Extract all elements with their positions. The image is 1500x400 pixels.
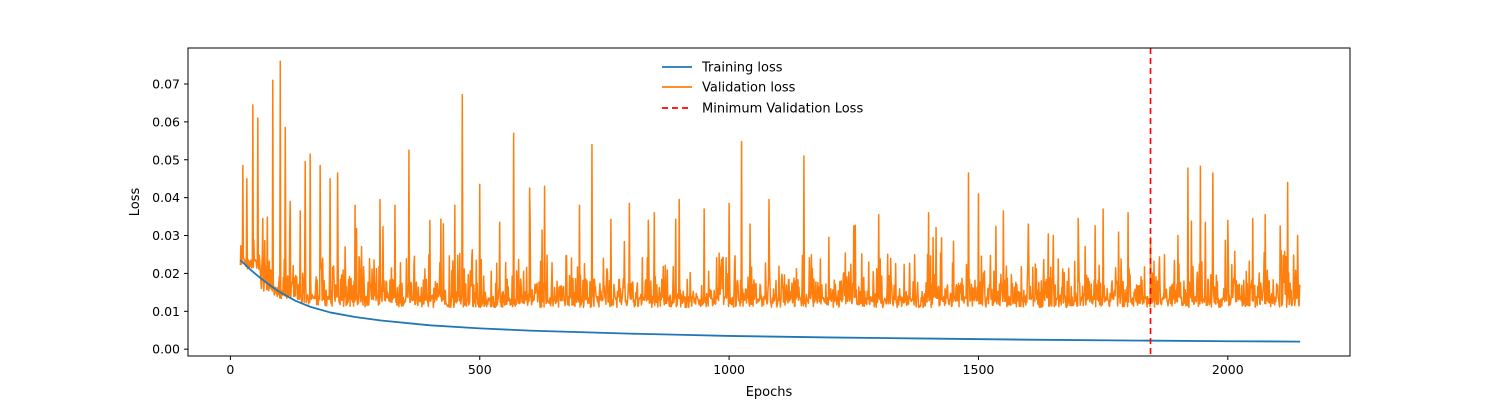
- y-axis: 0.00 0.01 0.02 0.03 0.04 0.05 0.06 0.07: [152, 76, 188, 357]
- validation-loss-line: [239, 60, 1301, 309]
- legend-label-training: Training loss: [701, 61, 783, 76]
- x-tick-label: 0: [226, 362, 234, 377]
- plot-frame: [187, 47, 1351, 357]
- x-tick-label: 1000: [713, 362, 745, 377]
- legend-label-min-val: Minimum Validation Loss: [702, 102, 863, 117]
- x-axis-label: Epochs: [746, 385, 793, 400]
- y-tick-label: 0.07: [152, 76, 180, 91]
- y-tick-label: 0.03: [152, 228, 180, 243]
- x-tick-label: 1500: [963, 362, 995, 377]
- y-tick-label: 0.05: [152, 152, 180, 167]
- y-tick-label: 0.04: [152, 190, 180, 205]
- y-tick-label: 0.01: [152, 304, 180, 319]
- x-axis: 0 500 1000 1500 2000: [226, 356, 1244, 377]
- legend-label-validation: Validation loss: [702, 81, 796, 96]
- legend: Training loss Validation loss Minimum Va…: [662, 61, 863, 117]
- plot-area: [239, 48, 1301, 356]
- x-tick-label: 2000: [1212, 362, 1244, 377]
- y-tick-label: 0.02: [152, 266, 180, 281]
- y-tick-label: 0.00: [152, 342, 180, 357]
- y-tick-label: 0.06: [152, 114, 180, 129]
- training-loss-line: [239, 259, 1301, 343]
- y-axis-label: Loss: [128, 188, 143, 217]
- x-tick-label: 500: [468, 362, 492, 377]
